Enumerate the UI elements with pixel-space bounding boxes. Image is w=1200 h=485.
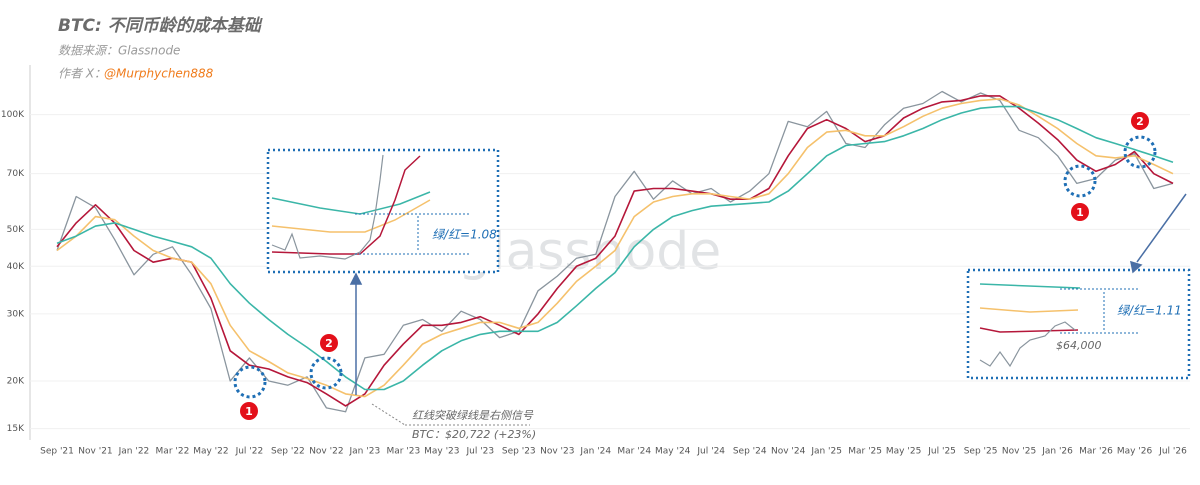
x-tick-label: Jul '26 <box>1158 447 1187 457</box>
x-tick-label: Sep '22 <box>271 447 305 457</box>
highlight-circle <box>1123 135 1157 169</box>
x-tick-label: Nov '22 <box>309 447 343 457</box>
x-tick-label: Mar '23 <box>386 447 420 457</box>
x-tick-label: May '23 <box>424 447 459 457</box>
x-tick-label: Sep '24 <box>733 447 767 457</box>
marker-badge <box>240 402 258 420</box>
highlight-circle <box>233 365 267 399</box>
marker-label: 1 <box>245 405 253 418</box>
x-tick-label: Jul '25 <box>927 447 956 457</box>
x-tick-label: Mar '24 <box>617 447 651 457</box>
marker-badge <box>1131 112 1149 130</box>
marker-label: 2 <box>1136 115 1144 128</box>
x-tick-label: Nov '24 <box>771 447 806 457</box>
x-tick-label: Jul '24 <box>696 447 725 457</box>
price-label: $64,000 <box>1056 339 1102 352</box>
x-tick-label: May '26 <box>1117 447 1153 457</box>
x-tick-label: May '25 <box>886 447 921 457</box>
inset-2 <box>966 268 1191 380</box>
x-tick-label: Jan '25 <box>810 447 842 457</box>
x-tick-label: Jul '22 <box>235 447 264 457</box>
y-tick-label: 40K <box>7 262 25 272</box>
x-tick-label: Mar '22 <box>156 447 190 457</box>
x-tick-label: May '22 <box>193 447 228 457</box>
x-tick-label: Sep '25 <box>964 447 998 457</box>
x-tick-label: Jan '22 <box>118 447 150 457</box>
source: 数据来源：Glassnode <box>58 44 180 58</box>
x-tick-label: Jan '23 <box>349 447 381 457</box>
y-tick-label: 50K <box>7 225 25 235</box>
x-tick-label: Sep '23 <box>502 447 536 457</box>
leader-line <box>371 403 406 426</box>
y-tick-label: 15K <box>7 424 25 434</box>
x-tick-label: Jul '23 <box>465 447 494 457</box>
marker-badge <box>320 334 338 352</box>
signal-note: 红线突破绿线是右侧信号 <box>412 409 534 422</box>
x-tick-label: May '24 <box>655 447 691 457</box>
highlight-circle <box>1063 164 1097 198</box>
highlight-circle <box>309 356 343 390</box>
x-tick-label: Mar '26 <box>1079 447 1113 457</box>
x-tick-label: Mar '25 <box>848 447 882 457</box>
y-tick-label: 70K <box>7 169 25 179</box>
x-tick-label: Jan '24 <box>579 447 611 457</box>
author-handle: @Murphychen888 <box>104 67 214 81</box>
ratio-label: 绿/红=1.08 <box>432 228 497 242</box>
marker-badge <box>1071 203 1089 221</box>
y-tick-label: 100K <box>1 110 25 120</box>
x-tick-label: Jan '26 <box>1041 447 1073 457</box>
x-tick-label: Nov '21 <box>78 447 112 457</box>
ratio-label: 绿/红=1.11 <box>1117 304 1182 318</box>
series-line <box>56 105 1174 391</box>
arrows <box>349 193 1187 395</box>
chart-title: BTC: 不同币龄的成本基础 <box>58 16 263 36</box>
marker-label: 1 <box>1076 206 1084 219</box>
marker-label: 2 <box>325 337 333 350</box>
series-line <box>56 95 1174 407</box>
x-tick-label: Nov '25 <box>1002 447 1036 457</box>
price-note: BTC：$20,722 (+23%) <box>412 428 536 441</box>
x-tick-label: Sep '21 <box>40 447 74 457</box>
series-line <box>56 98 1174 398</box>
y-tick-label: 30K <box>7 309 25 319</box>
author-label: 作者 X： <box>58 67 106 81</box>
x-tick-label: Nov '23 <box>540 447 574 457</box>
inset-1 <box>266 148 500 274</box>
y-tick-label: 20K <box>7 376 25 386</box>
